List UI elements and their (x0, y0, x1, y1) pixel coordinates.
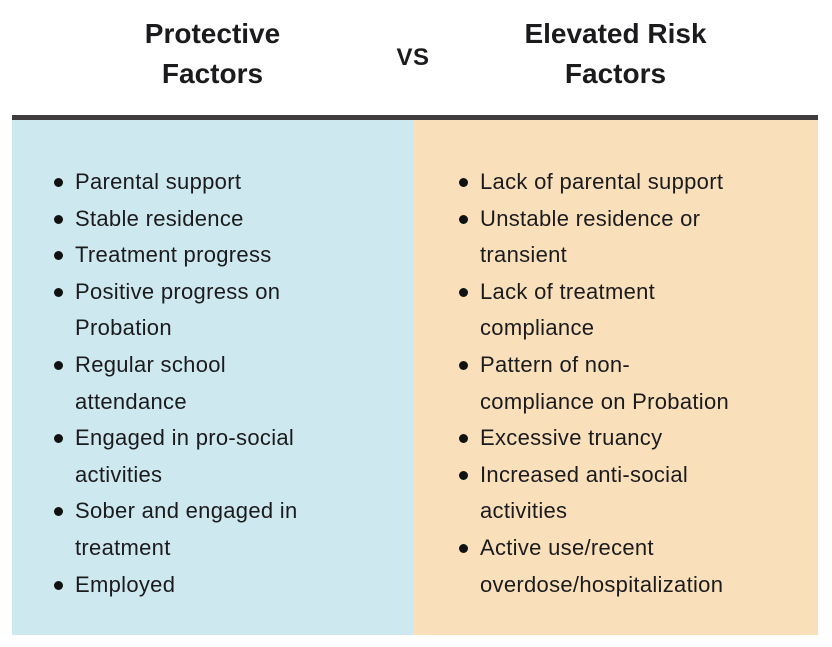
comparison-chart: Protective Factors VS Elevated Risk Fact… (12, 0, 818, 635)
risk-column: Lack of parental support Unstable residen… (413, 120, 818, 635)
list-item-text: Active use/recent overdose/hospitalizati… (480, 534, 724, 597)
list-item: Active use/recent overdose/hospitalizati… (459, 530, 735, 603)
list-item: Increased anti-social activities (459, 457, 735, 530)
list-item-text: Lack of parental support (480, 169, 724, 194)
list-item-text: Lack of treatment compliance (480, 278, 656, 341)
bullet-icon (459, 543, 468, 553)
list-item: Excessive truancy (459, 420, 735, 457)
bullet-icon (54, 287, 63, 297)
risk-title: Elevated Risk Factors (524, 18, 707, 89)
vs-label: VS (396, 44, 430, 71)
list-item: Positive progress on Probation (54, 274, 330, 347)
header-divider (12, 115, 818, 120)
list-item: Treatment progress (54, 237, 330, 274)
bullet-icon (54, 507, 63, 517)
list-item-text: Engaged in pro-social activities (75, 425, 295, 487)
list-item-text: Employed (75, 571, 176, 597)
bullet-icon (54, 580, 63, 590)
list-item: Regular school attendance (54, 347, 330, 420)
list-item-text: Excessive truancy (480, 425, 663, 451)
list-item: Unstable residence or transient (459, 201, 735, 274)
bullet-icon (459, 287, 468, 297)
bullet-icon (459, 360, 468, 370)
list-item-text: Pattern of non-compliance on Probation (480, 351, 730, 414)
protective-column: Parental support Stable residence Treatmen… (12, 120, 413, 635)
list-item: Lack of treatment compliance (459, 274, 735, 347)
list-item: Sober and engaged in treatment (54, 493, 330, 566)
bullet-icon (459, 214, 468, 224)
columns: Parental support Stable residence Treatmen… (12, 120, 818, 635)
list-item-text: Parental support (75, 169, 242, 194)
bullet-icon (459, 470, 468, 480)
bullet-icon (459, 178, 468, 187)
protective-list: Parental support Stable residence Treatmen… (12, 120, 413, 603)
list-item: Lack of parental support (459, 164, 735, 201)
bullet-icon (459, 434, 468, 444)
risk-list: Lack of parental support Unstable residen… (413, 120, 818, 603)
list-item: Engaged in pro-social activities (54, 420, 330, 493)
list-item-text: Treatment progress (75, 242, 272, 268)
header: Protective Factors VS Elevated Risk Fact… (12, 0, 818, 115)
list-item-text: Unstable residence or transient (480, 205, 701, 268)
bullet-icon (54, 178, 63, 187)
list-item: Pattern of non-compliance on Probation (459, 347, 735, 420)
list-item-text: Regular school attendance (75, 351, 226, 414)
bullet-icon (54, 214, 63, 224)
bullet-icon (54, 360, 63, 370)
protective-title: Protective Factors (144, 18, 281, 89)
bullet-icon (54, 251, 63, 261)
list-item-text: Stable residence (75, 205, 244, 231)
list-item-text: Positive progress on Probation (75, 278, 281, 341)
list-item: Parental support (54, 164, 330, 201)
list-item: Employed (54, 567, 330, 604)
list-item-text: Increased anti-social activities (480, 461, 689, 524)
list-item: Stable residence (54, 201, 330, 238)
bullet-icon (54, 434, 63, 444)
list-item-text: Sober and engaged in treatment (75, 498, 298, 560)
